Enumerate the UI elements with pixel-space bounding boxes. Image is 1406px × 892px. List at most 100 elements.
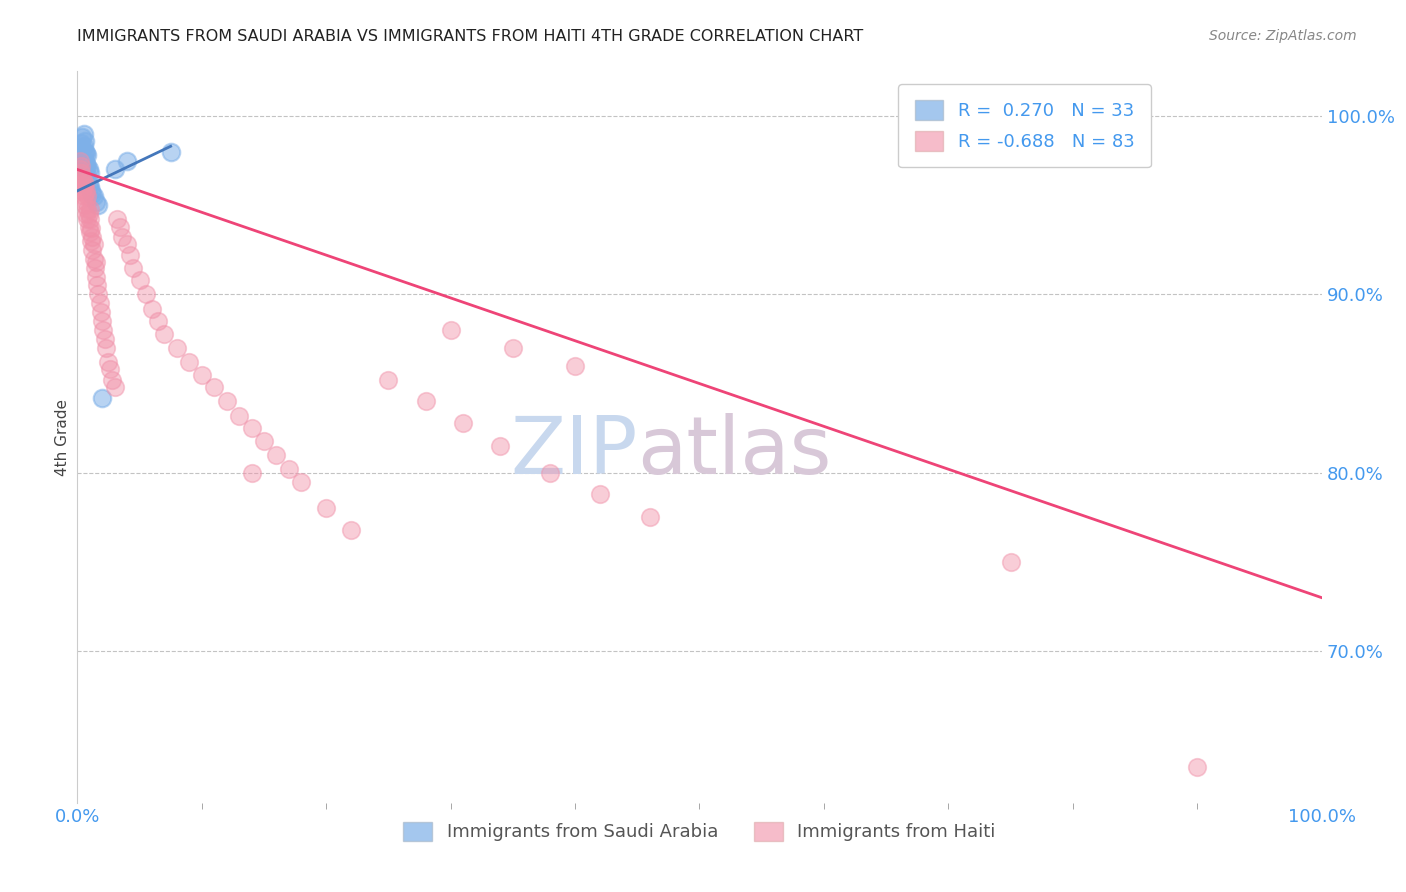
Point	[84, 255, 107, 269]
Point	[75, 146, 97, 161]
Point	[1185, 760, 1208, 774]
Point	[115, 237, 138, 252]
Point	[502, 341, 524, 355]
Point	[108, 219, 131, 234]
Point	[75, 207, 97, 221]
Point	[70, 136, 93, 150]
Legend: Immigrants from Saudi Arabia, Immigrants from Haiti: Immigrants from Saudi Arabia, Immigrants…	[396, 814, 1002, 848]
Point	[128, 273, 150, 287]
Point	[191, 368, 214, 382]
Point	[87, 198, 110, 212]
Point	[377, 373, 399, 387]
Point	[105, 212, 128, 227]
Point	[70, 145, 93, 159]
Point	[72, 130, 94, 145]
Point	[153, 326, 176, 341]
Point	[315, 501, 337, 516]
Point	[82, 187, 104, 202]
Point	[72, 184, 94, 198]
Point	[73, 177, 96, 191]
Point	[415, 394, 437, 409]
Point	[75, 166, 97, 180]
Point	[79, 225, 101, 239]
Point	[72, 153, 94, 168]
Point	[98, 362, 121, 376]
Text: IMMIGRANTS FROM SAUDI ARABIA VS IMMIGRANTS FROM HAITI 4TH GRADE CORRELATION CHAR: IMMIGRANTS FROM SAUDI ARABIA VS IMMIGRAN…	[77, 29, 863, 44]
Point	[79, 212, 101, 227]
Point	[84, 194, 107, 209]
Point	[89, 296, 111, 310]
Point	[79, 180, 101, 194]
Point	[266, 448, 288, 462]
Point	[104, 162, 127, 177]
Text: Source: ZipAtlas.com: Source: ZipAtlas.com	[1209, 29, 1357, 43]
Point	[93, 323, 115, 337]
Point	[83, 189, 105, 203]
Point	[101, 373, 124, 387]
Point	[70, 166, 93, 180]
Point	[90, 305, 112, 319]
Point	[277, 462, 299, 476]
Point	[80, 221, 103, 235]
Point	[104, 380, 127, 394]
Point	[73, 153, 96, 168]
Point	[72, 148, 94, 162]
Point	[228, 409, 250, 423]
Point	[79, 202, 101, 216]
Point	[91, 391, 114, 405]
Point	[82, 230, 104, 244]
Point	[73, 134, 96, 148]
Point	[1000, 555, 1022, 569]
Point	[87, 287, 110, 301]
Point	[148, 314, 170, 328]
Point	[77, 219, 100, 234]
Point	[141, 301, 163, 316]
Point	[76, 202, 98, 216]
Point	[69, 148, 91, 162]
Point	[86, 278, 108, 293]
Point	[70, 159, 93, 173]
Point	[75, 194, 97, 209]
Point	[73, 186, 96, 200]
Point	[115, 153, 138, 168]
Point	[83, 260, 105, 275]
Point	[122, 260, 145, 275]
Point	[73, 145, 96, 159]
Point	[70, 171, 93, 186]
Point	[240, 466, 263, 480]
Point	[76, 171, 98, 186]
Point	[73, 162, 96, 177]
Point	[135, 287, 157, 301]
Point	[253, 434, 276, 448]
Point	[82, 243, 104, 257]
Point	[72, 127, 94, 141]
Point	[83, 237, 105, 252]
Point	[589, 487, 612, 501]
Point	[91, 314, 114, 328]
Point	[94, 341, 117, 355]
Point	[72, 139, 94, 153]
Point	[72, 180, 94, 194]
Point	[72, 175, 94, 189]
Text: ZIP: ZIP	[510, 413, 637, 491]
Point	[111, 230, 134, 244]
Point	[564, 359, 586, 373]
Point	[159, 145, 181, 159]
Point	[451, 416, 474, 430]
Point	[73, 198, 96, 212]
Point	[240, 421, 263, 435]
Point	[80, 234, 103, 248]
Point	[93, 332, 115, 346]
Point	[538, 466, 561, 480]
Point	[72, 159, 94, 173]
Point	[97, 355, 120, 369]
Point	[215, 394, 238, 409]
Point	[75, 184, 97, 198]
Point	[166, 341, 188, 355]
Point	[79, 166, 101, 180]
Point	[72, 177, 94, 191]
Point	[72, 141, 94, 155]
Point	[77, 177, 100, 191]
Point	[69, 162, 91, 177]
Point	[118, 248, 141, 262]
